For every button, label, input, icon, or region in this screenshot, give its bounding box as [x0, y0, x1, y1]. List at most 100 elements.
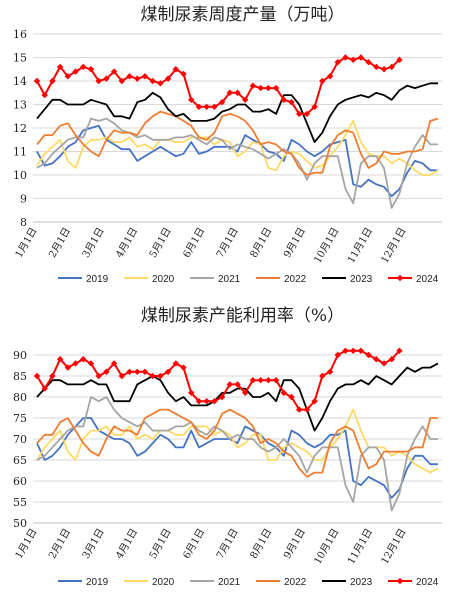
data-point-2024	[349, 56, 357, 64]
data-point-2024	[226, 89, 233, 96]
y-tick-label: 80	[13, 391, 27, 404]
x-tick-label: 9月1日	[281, 527, 308, 561]
legend-label: 2022	[284, 577, 307, 588]
data-point-2024	[365, 351, 372, 359]
data-point-2024	[64, 73, 72, 80]
x-tick-label: 2月1日	[46, 226, 73, 260]
legend-label: 2021	[218, 577, 241, 588]
data-point-2024	[242, 389, 249, 396]
series-line-2022	[36, 110, 439, 176]
x-tick-label: 3月1日	[80, 527, 107, 561]
data-point-2024	[280, 96, 287, 103]
y-tick-label: 70	[13, 433, 27, 446]
data-point-2024	[334, 351, 341, 359]
data-point-2024	[396, 56, 403, 64]
y-tick-label: 13	[13, 99, 27, 112]
x-tick-label: 7月1日	[214, 527, 241, 561]
data-point-2024	[242, 96, 249, 103]
y-tick-label: 50	[13, 517, 27, 530]
x-tick-label: 11月1日	[345, 527, 375, 567]
data-point-2024	[288, 98, 295, 106]
x-tick-label: 1月1日	[13, 527, 40, 561]
data-point-2024	[357, 347, 365, 354]
data-point-2024	[342, 347, 349, 354]
legend-label: 2023	[350, 274, 373, 285]
data-point-2024	[257, 84, 264, 92]
series-line-2021	[36, 396, 438, 512]
data-point-2024	[380, 66, 388, 73]
data-point-2024	[164, 75, 172, 82]
y-tick-label: 75	[13, 412, 27, 425]
data-point-2024	[373, 63, 380, 71]
data-point-2024	[172, 66, 180, 73]
data-point-2024	[49, 77, 56, 85]
chart-title: 煤制尿素周度产量（万吨）	[141, 5, 345, 25]
data-point-2024	[311, 398, 318, 405]
data-point-2024	[319, 77, 326, 85]
data-point-2024	[373, 356, 380, 363]
x-tick-label: 4月1日	[113, 226, 140, 260]
data-point-2024	[234, 89, 241, 96]
series-line-2019	[36, 124, 438, 198]
chart-title: 煤制尿素产能利用率（%）	[141, 306, 344, 326]
legend-marker	[396, 274, 404, 282]
data-point-2024	[226, 381, 233, 388]
data-point-2024	[126, 368, 133, 375]
data-point-2024	[49, 372, 56, 380]
series-line-2019	[36, 417, 438, 499]
data-point-2024	[349, 347, 357, 354]
data-point-2024	[41, 385, 48, 392]
data-point-2024	[249, 82, 257, 89]
data-point-2024	[134, 75, 141, 82]
data-point-2024	[134, 368, 141, 375]
data-point-2024	[56, 63, 64, 71]
data-point-2024	[295, 110, 303, 118]
y-tick-label: 15	[13, 52, 27, 65]
y-tick-label: 85	[13, 370, 27, 383]
legend-label: 2021	[218, 274, 241, 285]
data-point-2024	[110, 68, 118, 75]
data-point-2024	[180, 364, 187, 371]
data-point-2024	[141, 368, 149, 375]
legend-label: 2022	[284, 274, 307, 285]
series-line-2021	[36, 117, 438, 209]
y-tick-label: 60	[13, 475, 27, 488]
series-line-2024	[36, 56, 401, 115]
data-point-2024	[218, 393, 226, 401]
x-tick-label: 1月1日	[13, 226, 40, 260]
data-point-2024	[272, 377, 280, 384]
data-point-2024	[103, 75, 110, 82]
x-tick-label: 5月1日	[147, 226, 174, 260]
y-tick-label: 9	[20, 193, 27, 206]
legend-label: 2019	[86, 577, 109, 588]
data-point-2024	[380, 360, 388, 367]
data-point-2024	[211, 103, 218, 111]
data-point-2024	[72, 68, 79, 75]
data-point-2024	[288, 393, 295, 401]
data-point-2024	[203, 103, 210, 111]
data-point-2024	[265, 84, 272, 92]
data-point-2024	[357, 54, 365, 61]
data-point-2024	[211, 398, 218, 405]
chart-1: 煤制尿素周度产量（万吨） 8 9 10 11 12 13 14 15 16 1月1日 2月1日 3月1日…	[13, 5, 442, 285]
data-point-2024	[141, 73, 149, 80]
data-point-2024	[272, 84, 280, 92]
data-point-2024	[87, 66, 95, 73]
data-point-2024	[149, 77, 156, 85]
data-point-2024	[87, 360, 95, 367]
legend-marker	[396, 577, 404, 585]
series-line-2022	[36, 408, 438, 478]
y-tick-label: 16	[13, 28, 27, 41]
data-point-2024	[149, 372, 156, 380]
x-tick-label: 11月1日	[345, 226, 375, 266]
legend-label: 2019	[86, 274, 109, 285]
data-point-2024	[203, 398, 210, 405]
data-point-2024	[311, 103, 318, 111]
legend-label: 2024	[416, 577, 439, 588]
y-tick-label: 12	[13, 122, 27, 135]
data-point-2024	[164, 368, 172, 375]
data-point-2024	[326, 73, 334, 80]
legend-label: 2020	[152, 274, 175, 285]
x-tick-label: 9月1日	[281, 226, 308, 260]
data-point-2024	[95, 77, 102, 85]
